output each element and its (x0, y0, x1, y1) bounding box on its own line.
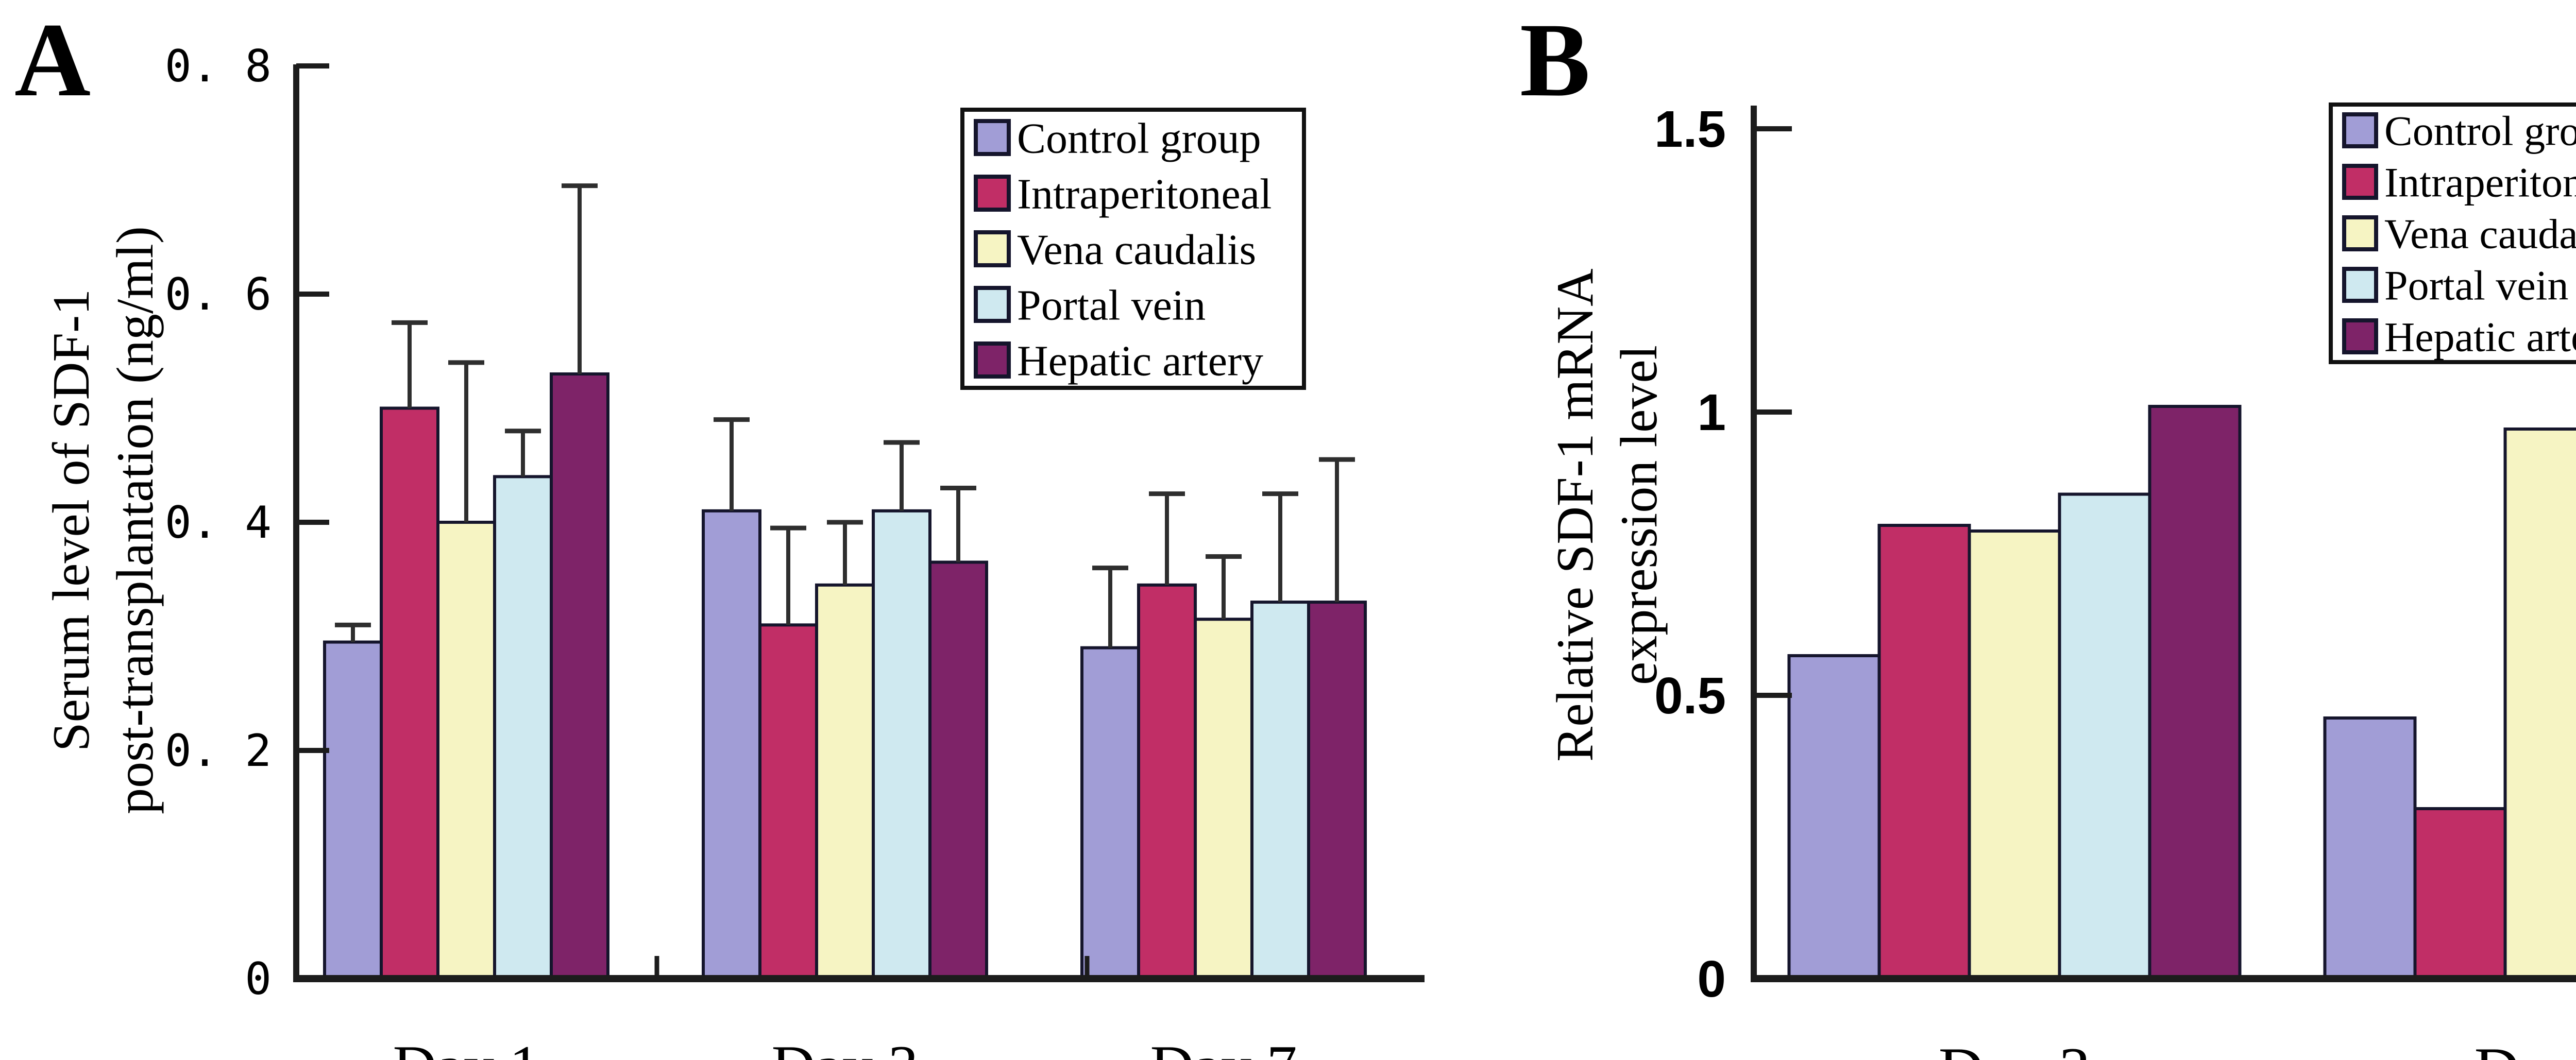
legend-box (960, 108, 1306, 390)
error-bar-vena-caudalis-day-7 (1206, 554, 1242, 620)
bar-intraperitoneal-day-3 (758, 623, 818, 980)
bar-hepatic-artery-day-3 (928, 560, 988, 980)
bar-control-group-day-3 (702, 509, 761, 980)
legend-swatch (974, 230, 1011, 267)
bar-vena-caudalis-day-1 (436, 521, 496, 980)
bar-control-group-day-1 (323, 640, 383, 980)
y-axis-title-line: expression level (1610, 345, 1668, 685)
chart-panel-a: 0 0. 2 0. 4 0. 6 0. 8 Day 1 Day 3 Day 7 Control … (165, 41, 1425, 1060)
error-bar-vena-caudalis-day-1 (448, 360, 484, 522)
chart-panel-b: 0 0.5 1 1.5 Day 3 Day 7 Control groupIntraperi… (1654, 100, 2576, 1060)
legend-label: Vena caudalis (2384, 211, 2576, 258)
bar-vena-caudalis-day-3 (1968, 529, 2061, 980)
y-tick-label: 0.5 (1654, 667, 1726, 725)
legend-label: Portal vein (2384, 262, 2569, 309)
legend-label: Hepatic artery (2384, 314, 2576, 361)
legend-label: Vena caudalis (1017, 226, 1256, 273)
bar-hepatic-artery-day-1 (550, 372, 609, 980)
legend-label: Control group (1017, 114, 1261, 162)
bar-portal-vein-day-3 (2058, 492, 2151, 980)
panel-b-label: B (1520, 2, 1590, 118)
bar-intraperitoneal-day-1 (380, 406, 439, 980)
x-category-label: Day 3 (1939, 1035, 2091, 1060)
error-bar-hepatic-artery-day-7 (1319, 457, 1355, 603)
y-tick-label: 0. 6 (165, 269, 272, 320)
error-bar-control-group-day-1 (335, 622, 371, 642)
bar-hepatic-artery-day-7 (1307, 601, 1367, 981)
bar-vena-caudalis-day-7 (2503, 428, 2576, 980)
y-tick-label: 1 (1697, 384, 1726, 441)
bar-intraperitoneal-day-3 (1877, 524, 1971, 980)
legend-label: Intraperitoneal (2384, 159, 2576, 206)
y-tick-label: 0. 8 (165, 41, 272, 92)
error-bar-intraperitoneal-day-1 (392, 320, 428, 408)
y-axis-title-line: Relative SDF-1 mRNA (1546, 268, 1604, 762)
y-tick-label: 1.5 (1654, 100, 1726, 158)
y-tick-label: 0 (245, 953, 272, 1005)
bar-control-group-day-7 (2323, 716, 2417, 980)
bar-vena-caudalis-day-7 (1194, 618, 1253, 980)
bar-intraperitoneal-day-7 (2413, 807, 2507, 980)
legend-label: Control group (2384, 108, 2576, 155)
legend-label: Portal vein (1017, 281, 1206, 329)
error-bar-portal-vein-day-3 (884, 440, 920, 511)
x-category-label: Day 1 (393, 1033, 539, 1060)
error-bar-intraperitoneal-day-3 (770, 525, 806, 625)
bar-portal-vein-day-1 (493, 475, 553, 980)
legend-swatch (974, 175, 1011, 212)
bar-vena-caudalis-day-3 (815, 583, 875, 980)
error-bar-control-group-day-3 (714, 417, 750, 511)
y-axis-title-panel-b: Relative SDF-1 mRNA expression level (1544, 129, 1671, 901)
error-bar-vena-caudalis-day-3 (827, 520, 863, 585)
legend-swatch (2342, 215, 2378, 251)
y-axis-title-line: post-transplantation (ng/ml) (106, 226, 164, 814)
legend-swatch (974, 119, 1011, 156)
panel-a-label: A (14, 2, 91, 118)
bar-hepatic-artery-day-3 (2148, 405, 2242, 980)
x-category-label: Day 7 (1150, 1033, 1297, 1060)
legend-swatch (974, 341, 1011, 379)
legend-label: Intraperitoneal (1017, 170, 1272, 218)
legend-swatch (2342, 112, 2378, 148)
bar-control-group-day-3 (1787, 654, 1881, 980)
y-tick-label: 0 (1697, 950, 1726, 1008)
error-bar-hepatic-artery-day-3 (940, 486, 976, 562)
legend-swatch (2342, 267, 2378, 303)
x-category-label: Day 3 (771, 1033, 918, 1060)
error-bar-control-group-day-7 (1092, 566, 1128, 648)
error-bar-portal-vein-day-1 (505, 429, 541, 477)
legend-label: Hepatic artery (1017, 337, 1263, 385)
bar-control-group-day-7 (1080, 646, 1140, 980)
x-category-label: Day 7 (2475, 1035, 2576, 1060)
legend-swatch (974, 286, 1011, 323)
legend-swatch (2342, 164, 2378, 200)
legend-a: Control group Intraperitoneal Vena caudali… (960, 108, 1306, 390)
legend-swatch (2342, 318, 2378, 354)
y-axis-title-line: Serum level of SDF-1 (42, 288, 100, 752)
error-bar-intraperitoneal-day-7 (1149, 491, 1185, 585)
error-bar-hepatic-artery-day-1 (562, 183, 598, 374)
bar-portal-vein-day-3 (872, 509, 931, 980)
bar-intraperitoneal-day-7 (1137, 583, 1197, 980)
y-axis-title-panel-a: Serum level of SDF-1 post-transplantatio… (40, 82, 167, 958)
y-tick-label: 0. 2 (165, 725, 272, 777)
error-bar-portal-vein-day-7 (1262, 491, 1298, 603)
y-tick-label: 0. 4 (165, 497, 272, 549)
bar-portal-vein-day-7 (1250, 601, 1310, 981)
